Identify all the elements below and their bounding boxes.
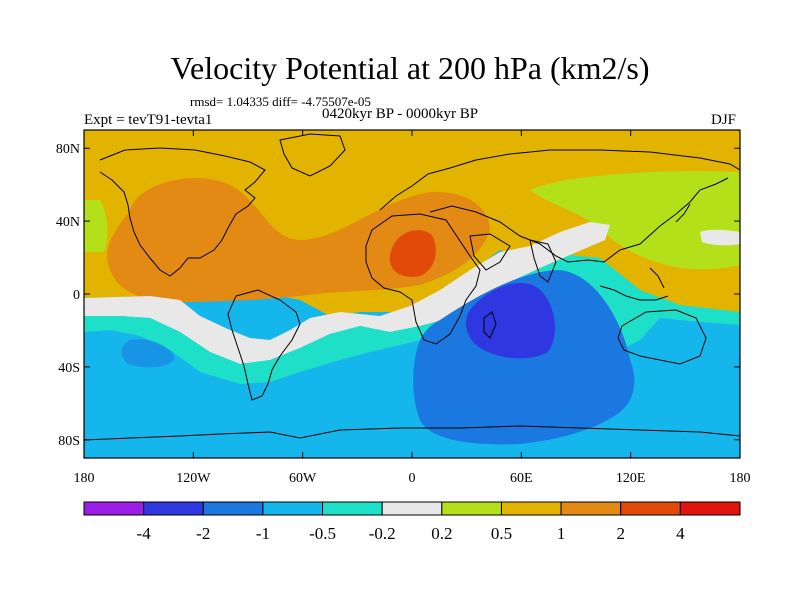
colorbar-label: 2 [616, 524, 625, 543]
colorbar-swatch [202, 501, 264, 516]
coast-india [529, 239, 557, 283]
rmsd-subtitle: rmsd= 1.04335 diff= -4.75507e-05 [190, 94, 371, 109]
contour-fill-layer [84, 130, 740, 458]
x-tick-label: 120E [616, 471, 646, 486]
y-tick-label: 40S [58, 361, 80, 376]
colorbar-swatch [500, 501, 562, 516]
period-subtitle: 0420kyr BP - 0000kyr BP [322, 106, 479, 122]
colorbar-label: -0.2 [369, 524, 396, 543]
y-tick-label: 80S [58, 434, 80, 449]
coast-greenland [279, 133, 346, 177]
x-tick-label: 0 [409, 471, 416, 486]
plot-title: Velocity Potential at 200 hPa (km2/s) [170, 50, 650, 86]
colorbar-label: -1 [256, 524, 270, 543]
x-tick-label: 180 [730, 471, 751, 486]
contour-band-near-zero-pacific [700, 229, 740, 246]
x-tick-label: 60W [289, 471, 317, 486]
colorbar-swatch [560, 501, 622, 516]
contour-band-blue-pacific [121, 339, 175, 368]
coast-antarctica [84, 425, 740, 441]
coastlines [84, 133, 740, 441]
x-axis: 180 120W 60W 0 60E 120E 180 [74, 130, 751, 486]
colorbar-swatch [262, 501, 324, 516]
x-tick-label: 60E [510, 471, 533, 486]
colorbar-swatch [381, 501, 443, 516]
coast-australia [617, 309, 707, 365]
y-axis: 80N 40N 0 40S 80S [56, 142, 740, 449]
x-tick-label: 180 [74, 471, 95, 486]
y-tick-label: 40N [56, 215, 80, 230]
colorbar-label: 1 [557, 524, 566, 543]
contour-band-red-orange [389, 230, 436, 277]
coast-africa [365, 213, 481, 345]
colorbar: -4 -2 -1 -0.5 -0.2 0.2 0.5 1 2 4 [83, 501, 741, 543]
coast-indonesia [599, 285, 669, 301]
coast-eurasia-north [379, 149, 740, 211]
colorbar-label: 0.5 [491, 524, 512, 543]
colorbar-swatch [143, 501, 204, 516]
experiment-label: Expt = tevT91-tevta1 [84, 112, 213, 128]
colorbar-label: 0.2 [431, 524, 452, 543]
contour-band-orange [107, 178, 491, 302]
contour-band-dark-blue [465, 282, 555, 359]
contour-band-near-zero [84, 222, 610, 364]
colorbar-swatch [679, 501, 741, 516]
coast-japan [675, 203, 691, 223]
coast-south-america [227, 289, 301, 401]
coast-madagascar [483, 311, 497, 339]
colorbar-label: 4 [676, 524, 685, 543]
colorbar-swatch [322, 501, 383, 516]
x-tick-label: 120W [176, 471, 211, 486]
coast-north-america [99, 147, 266, 277]
coast-eurasia-south [429, 177, 729, 263]
colorbar-label: -4 [137, 524, 152, 543]
colorbar-swatch [620, 501, 681, 516]
season-label: DJF [711, 112, 737, 128]
y-tick-label: 0 [73, 288, 80, 303]
y-tick-label: 80N [56, 142, 80, 157]
colorbar-swatch [441, 501, 502, 516]
coast-philippines [649, 267, 665, 289]
colorbar-swatch [83, 501, 145, 516]
coast-arabia [469, 233, 511, 271]
contour-band-yellow-green [530, 171, 740, 270]
colorbar-label: -2 [196, 524, 210, 543]
contour-band-yellow-green-west [84, 200, 108, 252]
colorbar-label: -0.5 [309, 524, 336, 543]
